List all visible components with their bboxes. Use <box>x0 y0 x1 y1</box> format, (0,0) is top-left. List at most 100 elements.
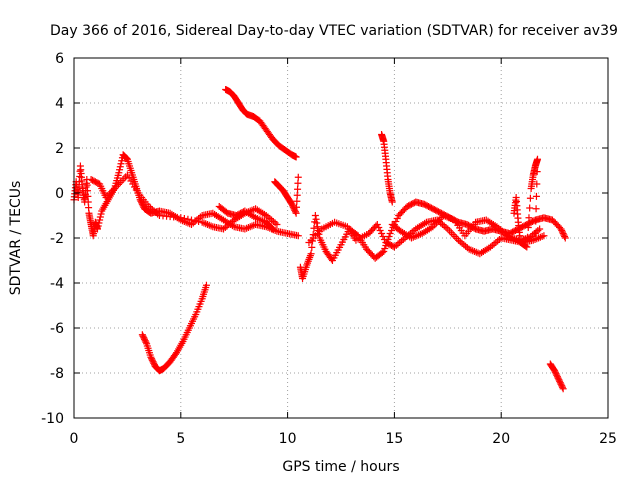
data-point <box>142 338 150 346</box>
data-point <box>288 200 296 208</box>
data-point <box>293 191 301 199</box>
data-point <box>375 224 383 231</box>
data-point <box>558 228 566 236</box>
data-point <box>139 202 147 210</box>
data-point <box>293 197 301 205</box>
grid-lines <box>74 58 608 418</box>
data-point <box>314 227 322 234</box>
data-point <box>553 373 561 381</box>
data-point <box>532 205 540 213</box>
data-point <box>558 383 566 391</box>
data-point <box>532 192 540 200</box>
data-point <box>184 215 192 223</box>
chart-title: Day 366 of 2016, Sidereal Day-to-day VTE… <box>50 23 618 39</box>
data-point <box>93 225 101 233</box>
data-point <box>379 233 387 240</box>
data-point <box>380 236 388 243</box>
data-point <box>373 221 381 228</box>
data-points <box>70 86 569 393</box>
data-point <box>551 368 559 376</box>
data-point <box>312 215 320 223</box>
data-point <box>118 157 126 165</box>
data-point <box>386 230 394 237</box>
data-point <box>116 163 124 171</box>
data-point <box>388 227 396 234</box>
data-point <box>533 168 541 176</box>
data-point <box>378 230 386 237</box>
data-point <box>294 185 302 193</box>
data-point <box>307 250 315 258</box>
data-point <box>310 224 318 232</box>
data-point <box>557 380 565 388</box>
y-tick-label: 4 <box>55 96 64 112</box>
data-point <box>141 337 149 345</box>
data-point <box>140 334 148 342</box>
y-tick-label: 0 <box>55 186 64 202</box>
data-point <box>554 374 562 382</box>
data-point <box>557 225 565 233</box>
data-point <box>561 233 569 240</box>
x-axis-label: GPS time / hours <box>282 459 399 475</box>
data-point <box>122 154 130 162</box>
data-point <box>269 225 277 233</box>
data-point <box>533 180 541 188</box>
data-point <box>97 210 105 218</box>
data-point <box>292 209 300 217</box>
data-point <box>180 215 188 222</box>
data-point <box>150 359 158 367</box>
data-point <box>556 379 564 387</box>
y-tick-label: -8 <box>50 366 64 382</box>
data-point <box>540 232 548 240</box>
data-point <box>523 243 531 251</box>
y-tick-label: -4 <box>50 276 64 292</box>
data-point <box>385 233 393 240</box>
data-point <box>294 232 302 240</box>
data-point <box>315 230 323 238</box>
x-axis-ticks: 0 5 10 15 20 25 <box>70 58 617 447</box>
data-point <box>116 166 124 174</box>
data-point <box>524 233 532 241</box>
data-point <box>558 227 566 234</box>
data-point <box>556 377 564 385</box>
x-tick-label: 20 <box>492 431 510 447</box>
data-point <box>552 370 560 378</box>
data-point <box>376 227 384 234</box>
y-tick-label: -6 <box>50 321 64 337</box>
data-point <box>117 160 125 168</box>
data-point <box>289 202 297 210</box>
x-tick-label: 10 <box>279 431 297 447</box>
data-point <box>560 231 568 239</box>
data-point <box>526 204 534 212</box>
data-point <box>94 222 102 230</box>
data-point <box>393 215 401 222</box>
data-point <box>522 242 530 250</box>
data-point <box>309 237 317 245</box>
data-point <box>123 155 131 162</box>
data-point <box>294 179 302 187</box>
data-point <box>532 217 540 225</box>
y-tick-label: 2 <box>55 141 64 157</box>
data-point <box>95 219 103 227</box>
data-point <box>534 155 542 163</box>
data-point <box>292 153 300 161</box>
data-point <box>380 248 388 255</box>
data-point <box>115 169 123 177</box>
data-point <box>191 217 199 225</box>
data-point <box>140 335 148 343</box>
x-tick-label: 0 <box>70 431 79 447</box>
y-tick-label: 6 <box>55 51 64 67</box>
data-point <box>273 221 281 228</box>
data-point <box>147 353 155 361</box>
x-tick-label: 5 <box>176 431 185 447</box>
data-point <box>138 331 146 339</box>
data-point <box>524 224 532 231</box>
data-point <box>388 198 396 206</box>
data-point <box>381 245 389 252</box>
data-point <box>311 212 319 219</box>
y-axis-ticks: -10 -8 -6 -4 -2 0 2 4 6 <box>41 51 608 427</box>
data-point <box>314 223 322 231</box>
y-tick-label: -2 <box>50 231 64 247</box>
data-point <box>293 203 300 211</box>
data-point <box>139 332 147 340</box>
